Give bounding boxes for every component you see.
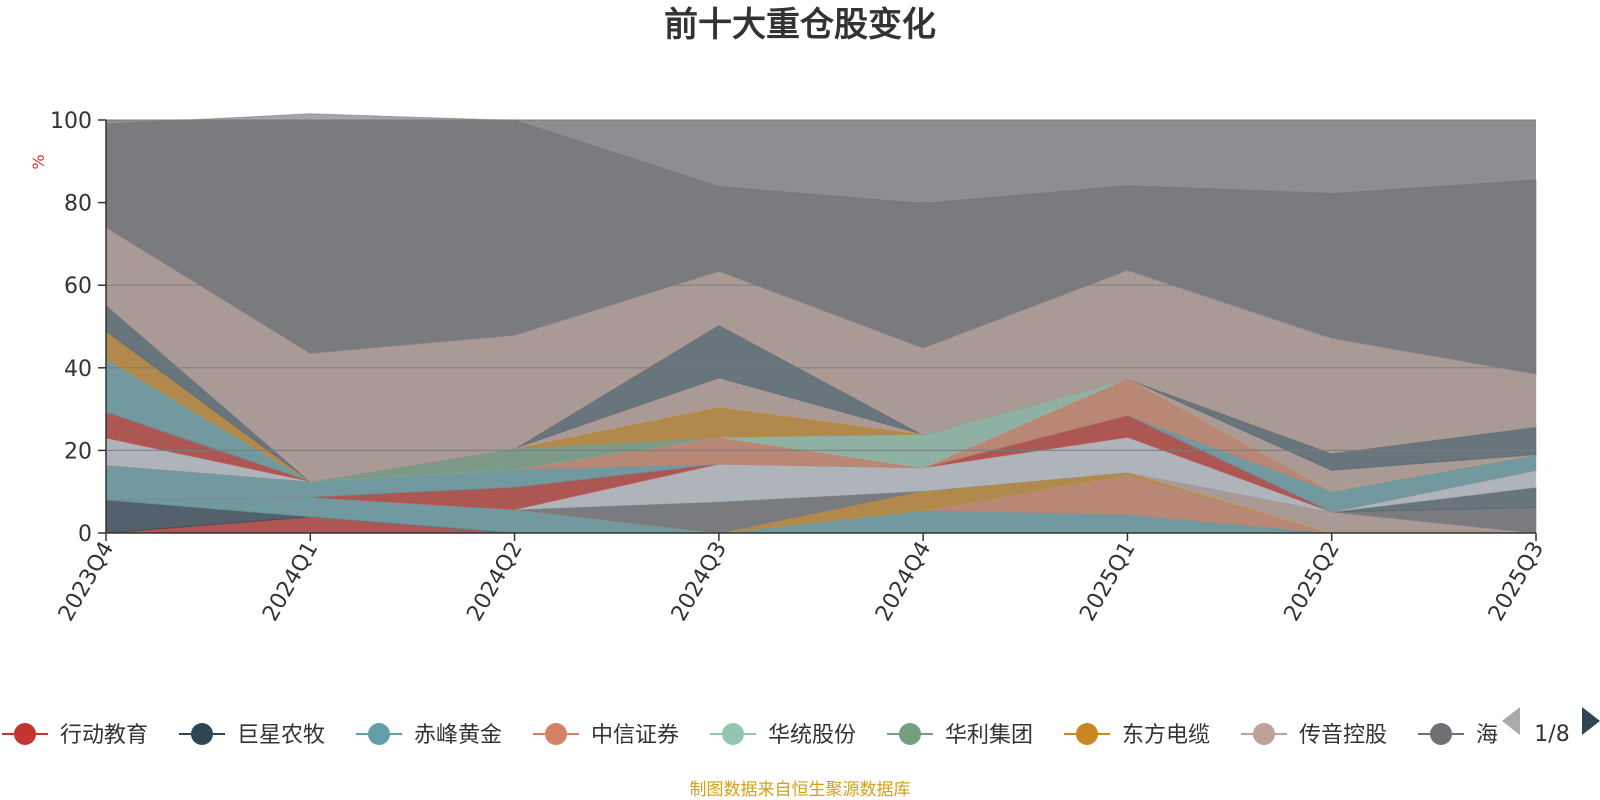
legend-marker-7 xyxy=(1253,723,1275,745)
legend-marker-0 xyxy=(14,723,36,745)
legend-marker-8 xyxy=(1430,723,1452,745)
legend-label-5: 华利集团 xyxy=(945,723,1033,748)
legend-label-1: 巨星农牧 xyxy=(237,723,325,748)
x-tick-label-3: 2024Q3 xyxy=(667,538,732,626)
legend-page-indicator: 1/8 xyxy=(1534,722,1569,747)
legend-item-4[interactable]: 华统股份 xyxy=(710,723,856,748)
chart-title: 前十大重仓股变化 xyxy=(664,5,936,45)
legend-label-0: 行动教育 xyxy=(60,723,148,748)
legend-label-4: 华统股份 xyxy=(768,723,856,748)
x-tick-label-4: 2024Q4 xyxy=(871,538,936,626)
y-tick-label-0: 0 xyxy=(78,522,92,547)
x-tick-label-2: 2024Q2 xyxy=(462,538,527,626)
y-tick-label-4: 80 xyxy=(64,192,92,217)
y-axis-unit-label: % xyxy=(29,154,48,169)
legend-item-8[interactable]: 海 xyxy=(1418,723,1498,748)
x-axis-ticks: 2023Q4 2024Q1 2024Q2 2024Q3 2024Q4 2025Q1 2025… xyxy=(54,533,1549,626)
legend-item-5[interactable]: 华利集团 xyxy=(887,723,1033,748)
legend-marker-4 xyxy=(722,723,744,745)
x-tick-label-6: 2025Q2 xyxy=(1280,538,1345,626)
legend-item-6[interactable]: 东方电缆 xyxy=(1064,723,1210,748)
legend-next-page-icon[interactable] xyxy=(1582,707,1600,735)
y-tick-label-5: 100 xyxy=(50,109,92,134)
x-tick-label-1: 2024Q1 xyxy=(258,538,323,626)
legend-marker-3 xyxy=(545,723,567,745)
legend-marker-5 xyxy=(899,723,921,745)
data-source-note: 制图数据来自恒生聚源数据库 xyxy=(690,780,911,800)
grid-lines xyxy=(106,119,1536,451)
y-tick-label-3: 60 xyxy=(64,274,92,299)
y-tick-label-1: 20 xyxy=(64,439,92,464)
stacked-areas xyxy=(105,113,1537,534)
legend-label-3: 中信证券 xyxy=(591,723,679,748)
legend[interactable]: 行动教育 巨星农牧 赤峰黄金 中信证券 华统股份 华利集团 东方电缆 传音控股 海 xyxy=(2,723,1498,748)
legend-item-3[interactable]: 中信证券 xyxy=(533,723,679,748)
legend-label-7: 传音控股 xyxy=(1299,723,1387,748)
legend-item-7[interactable]: 传音控股 xyxy=(1241,723,1387,748)
legend-label-2: 赤峰黄金 xyxy=(414,723,502,748)
legend-label-6: 东方电缆 xyxy=(1122,723,1210,748)
area-series-36 xyxy=(105,113,1537,375)
legend-marker-6 xyxy=(1076,723,1098,745)
legend-marker-1 xyxy=(191,723,213,745)
legend-item-2[interactable]: 赤峰黄金 xyxy=(356,723,502,748)
legend-item-1[interactable]: 巨星农牧 xyxy=(179,723,325,748)
x-tick-label-7: 2025Q3 xyxy=(1484,538,1549,626)
x-tick-label-0: 2023Q4 xyxy=(54,538,119,626)
axes xyxy=(105,120,1536,534)
y-tick-label-2: 40 xyxy=(64,357,92,382)
y-axis-ticks: 0 20 40 60 80 100 xyxy=(50,109,106,547)
legend-item-0[interactable]: 行动教育 xyxy=(2,723,148,748)
legend-pager: 1/8 xyxy=(1502,707,1600,747)
legend-prev-page-icon[interactable] xyxy=(1502,707,1520,735)
x-tick-label-5: 2025Q1 xyxy=(1075,538,1140,626)
legend-label-8: 海 xyxy=(1476,723,1498,748)
legend-marker-2 xyxy=(368,723,390,745)
